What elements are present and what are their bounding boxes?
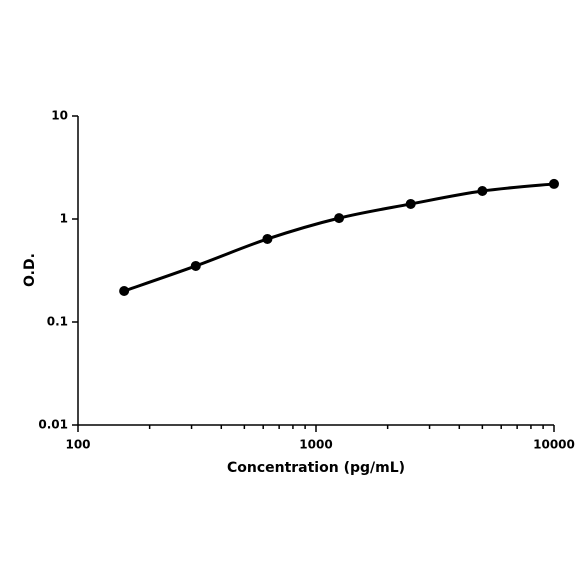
data-point <box>190 260 201 271</box>
curve <box>123 182 555 293</box>
y-tick-label: 10 <box>51 109 68 123</box>
x-tick-label: 100 <box>65 438 90 452</box>
x-tick-label: 10000 <box>533 438 575 452</box>
data-point <box>334 213 345 224</box>
y-axis-title: O.D. <box>22 253 38 287</box>
y-tick-label: 1 <box>60 212 68 226</box>
y-tick-label: 0.1 <box>47 315 68 329</box>
data-point <box>262 233 273 244</box>
data-point <box>549 178 559 189</box>
x-axis-title: Concentration (pg/mL) <box>227 460 405 476</box>
x-tick-label: 1000 <box>299 438 332 452</box>
data-point <box>405 198 416 209</box>
y-tick-label: 0.01 <box>38 418 68 432</box>
data-point <box>477 186 488 197</box>
data-point <box>119 285 130 296</box>
